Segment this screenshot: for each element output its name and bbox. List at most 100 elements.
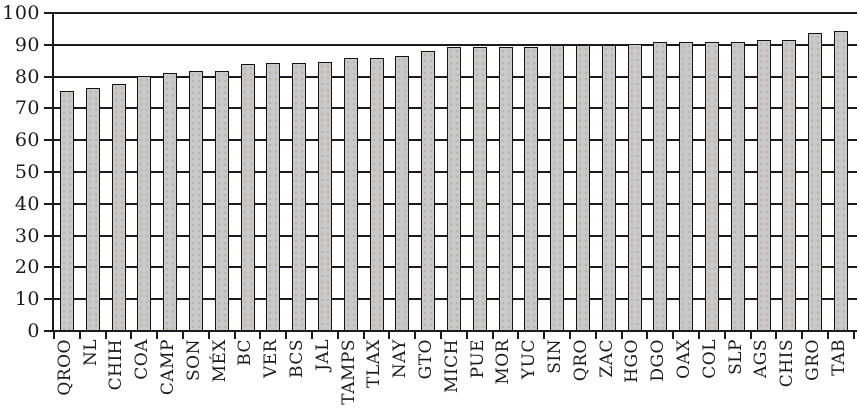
x-tick <box>233 331 236 339</box>
bar-AGS <box>756 39 771 331</box>
bar-COA <box>137 76 152 331</box>
bar-SON <box>188 70 203 331</box>
bar-YUC <box>524 47 539 331</box>
x-tick <box>543 331 546 339</box>
x-tick <box>336 331 339 339</box>
bar-NL <box>85 88 100 331</box>
x-tick-label: MÉX <box>209 339 230 383</box>
x-tick <box>311 331 313 339</box>
x-slot-ZAC: ZAC <box>594 339 620 413</box>
bar-MÉX <box>214 70 229 331</box>
x-tick <box>414 331 417 339</box>
x-slot-NL: NL <box>78 339 104 413</box>
x-tick <box>388 331 391 339</box>
y-tick-label: 60 <box>14 129 40 152</box>
x-tick-label: NL <box>80 339 101 367</box>
x-slot-NAY: NAY <box>387 339 413 413</box>
y-tick-label: 30 <box>14 224 40 247</box>
x-slot-OAX: OAX <box>671 339 697 413</box>
x-slot-BCS: BCS <box>284 339 310 413</box>
x-tick-label: OAX <box>674 339 695 379</box>
x-tick-label: GRO <box>803 339 824 381</box>
x-tick-label: MICH <box>441 339 462 393</box>
bar-CAMP <box>163 73 178 331</box>
x-slot-SON: SON <box>181 339 207 413</box>
x-slot-JAL: JAL <box>310 339 336 413</box>
y-tick-90 <box>44 43 54 46</box>
bar-JAL <box>317 61 332 331</box>
x-tick <box>207 331 210 339</box>
y-tick-label: 80 <box>14 65 40 88</box>
x-tick-label: QRO <box>570 339 591 382</box>
bar-DGO <box>653 41 668 331</box>
x-tick-label: MOR <box>493 339 514 385</box>
gridline-100 <box>54 12 857 14</box>
x-tick <box>801 331 804 339</box>
x-tick-label: SON <box>183 339 204 381</box>
x-tick <box>156 331 159 339</box>
x-tick-label: DGO <box>648 339 669 382</box>
x-tick <box>104 331 107 339</box>
x-tick-label: ZAC <box>596 339 617 378</box>
y-tick-label: 70 <box>14 97 40 120</box>
x-axis-labels: QROO NL CHIH COA CAMP SON MÉX BC VER BCS JAL TAMPS T… <box>52 339 855 413</box>
x-slot-QRO: QRO <box>568 339 594 413</box>
x-tick-label: NAY <box>390 339 411 379</box>
x-slot-GTO: GTO <box>413 339 439 413</box>
x-slot-TLAX: TLAX <box>362 339 388 413</box>
bar-OAX <box>679 41 694 331</box>
x-tick <box>362 331 365 339</box>
x-tick <box>491 331 494 339</box>
x-tick <box>749 331 752 339</box>
y-tick-label: 20 <box>14 256 40 279</box>
y-tick-30 <box>44 234 54 237</box>
gridline-90 <box>54 43 857 46</box>
x-slot-BC: BC <box>233 339 259 413</box>
x-tick-label: CAMP <box>158 339 179 396</box>
y-tick-40 <box>44 202 54 205</box>
bar-QRO <box>575 45 590 331</box>
bar-CHIH <box>111 83 126 331</box>
y-tick-label: 50 <box>14 161 40 183</box>
x-slot-VER: VER <box>258 339 284 413</box>
y-tick-60 <box>44 139 54 142</box>
x-tick-label: YUC <box>519 339 540 380</box>
x-slot-YUC: YUC <box>516 339 542 413</box>
bar-COL <box>704 41 719 331</box>
y-tick-100 <box>44 12 54 14</box>
x-tick-label: BC <box>235 339 256 366</box>
x-slot-PUE: PUE <box>465 339 491 413</box>
x-tick <box>672 331 675 339</box>
y-tick-20 <box>44 266 54 269</box>
x-tick-label: BCS <box>287 339 308 378</box>
x-tick-label: PUE <box>467 339 488 379</box>
bar-SLP <box>730 42 745 331</box>
bar-BC <box>240 64 255 331</box>
x-slot-MÉX: MÉX <box>207 339 233 413</box>
x-slot-MICH: MICH <box>439 339 465 413</box>
y-tick-label: 100 <box>2 2 40 24</box>
bar-NAY <box>395 55 410 331</box>
x-slot-CHIH: CHIH <box>104 339 130 413</box>
x-tick <box>620 331 623 339</box>
x-tick <box>440 331 442 339</box>
x-slot-CHIS: CHIS <box>774 339 800 413</box>
x-tick-label: CHIH <box>106 339 127 391</box>
x-tick-label: SLP <box>725 339 746 375</box>
x-tick <box>698 331 700 339</box>
x-slot-QROO: QROO <box>52 339 78 413</box>
plot-area <box>44 12 857 339</box>
bar-PUE <box>472 47 487 331</box>
y-axis-labels: 0 10 20 30 40 50 60 70 80 90 100 <box>0 0 40 413</box>
bar-VER <box>266 62 281 331</box>
x-slot-SLP: SLP <box>723 339 749 413</box>
gridline-0 <box>54 330 857 332</box>
x-slot-AGS: AGS <box>749 339 775 413</box>
y-tick-label: 40 <box>14 192 40 215</box>
x-tick <box>594 331 597 339</box>
bar-HGO <box>627 43 642 331</box>
y-tick-label: 10 <box>14 288 40 311</box>
x-tick-label: TAMPS <box>338 339 359 405</box>
x-slot-COA: COA <box>129 339 155 413</box>
